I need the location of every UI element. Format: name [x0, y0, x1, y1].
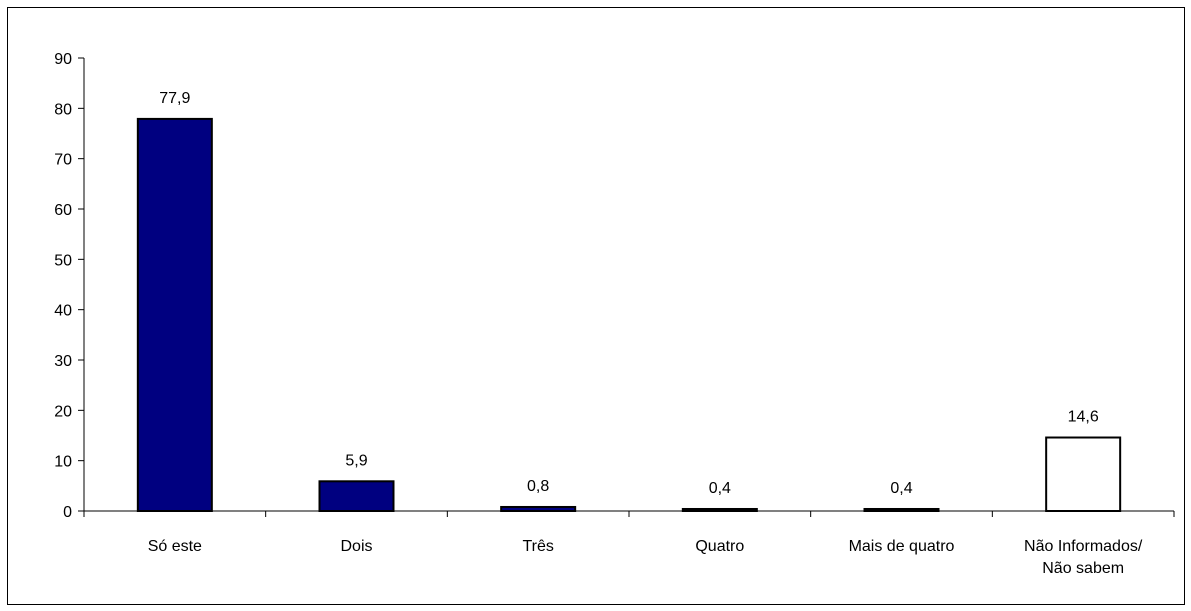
bar — [1045, 436, 1122, 512]
data-label: 5,9 — [345, 452, 367, 469]
category-label: Dois — [340, 538, 372, 555]
bars — [136, 117, 1122, 513]
y-axis-ticks: 0 10 20 30 40 50 60 70 80 90 — [54, 51, 84, 521]
data-label: 0,8 — [527, 478, 549, 495]
y-tick-label: 80 — [54, 101, 72, 118]
y-tick-label: 60 — [54, 202, 72, 219]
bar — [318, 480, 395, 513]
y-tick-label: 10 — [54, 454, 72, 471]
data-label: 0,4 — [890, 480, 912, 497]
category-label: Só este — [148, 538, 202, 555]
y-tick-label: 20 — [54, 403, 72, 420]
y-tick-label: 90 — [54, 51, 72, 68]
bar — [500, 505, 577, 512]
bar — [136, 117, 213, 513]
y-tick-label: 30 — [54, 353, 72, 370]
y-tick-label: 40 — [54, 303, 72, 320]
category-labels: Só este Dois Três Quatro Mais de quatro Não I… — [148, 538, 1143, 577]
category-label: Quatro — [695, 538, 744, 555]
data-labels: 77,9 5,9 0,8 0,4 0,4 14,6 — [159, 90, 1099, 497]
x-axis-ticks — [83, 511, 1175, 517]
data-label: 77,9 — [159, 90, 190, 107]
data-label: 0,4 — [709, 480, 731, 497]
y-tick-label: 70 — [54, 152, 72, 169]
category-label: Mais de quatro — [849, 538, 955, 555]
y-tick-label: 50 — [54, 252, 72, 269]
category-label: Não sabem — [1042, 560, 1124, 577]
y-tick-label: 0 — [63, 504, 72, 521]
category-label: Não Informados/ — [1024, 538, 1143, 555]
category-label: Três — [522, 538, 553, 555]
data-label: 14,6 — [1068, 409, 1099, 426]
